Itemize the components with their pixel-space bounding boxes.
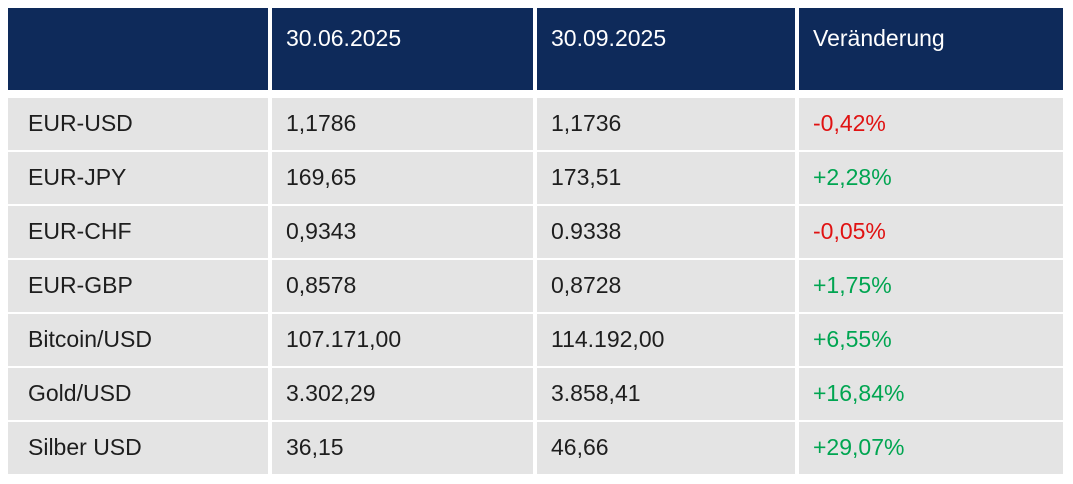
- table-row: EUR-USD 1,1786 1,1736 -0,42%: [8, 98, 1063, 150]
- value-2-cell: 0.9338: [537, 206, 795, 258]
- row-label-cell: EUR-JPY: [8, 152, 268, 204]
- change-cell: +29,07%: [799, 422, 1063, 474]
- change-cell: +1,75%: [799, 260, 1063, 312]
- table-row: EUR-JPY 169,65 173,51 +2,28%: [8, 152, 1063, 204]
- column-header-change: Veränderung: [799, 8, 1063, 90]
- column-header-instrument: [8, 8, 268, 90]
- value-1-cell: 107.171,00: [272, 314, 533, 366]
- row-label-cell: EUR-CHF: [8, 206, 268, 258]
- change-cell: +16,84%: [799, 368, 1063, 420]
- table-row: EUR-CHF 0,9343 0.9338 -0,05%: [8, 206, 1063, 258]
- value-1-cell: 36,15: [272, 422, 533, 474]
- change-cell: -0,42%: [799, 98, 1063, 150]
- table-header-row: 30.06.2025 30.09.2025 Veränderung: [8, 8, 1063, 90]
- table-row: Bitcoin/USD 107.171,00 114.192,00 +6,55%: [8, 314, 1063, 366]
- value-2-cell: 114.192,00: [537, 314, 795, 366]
- row-label-cell: Gold/USD: [8, 368, 268, 420]
- column-header-date-1: 30.06.2025: [272, 8, 533, 90]
- row-label-cell: Bitcoin/USD: [8, 314, 268, 366]
- value-1-cell: 0,9343: [272, 206, 533, 258]
- change-cell: +2,28%: [799, 152, 1063, 204]
- column-header-date-2: 30.09.2025: [537, 8, 795, 90]
- row-label-cell: EUR-GBP: [8, 260, 268, 312]
- value-2-cell: 3.858,41: [537, 368, 795, 420]
- table-row: EUR-GBP 0,8578 0,8728 +1,75%: [8, 260, 1063, 312]
- value-2-cell: 1,1736: [537, 98, 795, 150]
- table-row: Silber USD 36,15 46,66 +29,07%: [8, 422, 1063, 474]
- row-label-cell: Silber USD: [8, 422, 268, 474]
- change-cell: -0,05%: [799, 206, 1063, 258]
- change-cell: +6,55%: [799, 314, 1063, 366]
- table-row: Gold/USD 3.302,29 3.858,41 +16,84%: [8, 368, 1063, 420]
- value-2-cell: 173,51: [537, 152, 795, 204]
- value-1-cell: 1,1786: [272, 98, 533, 150]
- table-body: EUR-USD 1,1786 1,1736 -0,42% EUR-JPY 169,65 17…: [8, 98, 1063, 474]
- value-1-cell: 0,8578: [272, 260, 533, 312]
- rates-table: 30.06.2025 30.09.2025 Veränderung EUR-US…: [8, 8, 1063, 474]
- value-1-cell: 3.302,29: [272, 368, 533, 420]
- row-label-cell: EUR-USD: [8, 98, 268, 150]
- value-2-cell: 46,66: [537, 422, 795, 474]
- value-1-cell: 169,65: [272, 152, 533, 204]
- value-2-cell: 0,8728: [537, 260, 795, 312]
